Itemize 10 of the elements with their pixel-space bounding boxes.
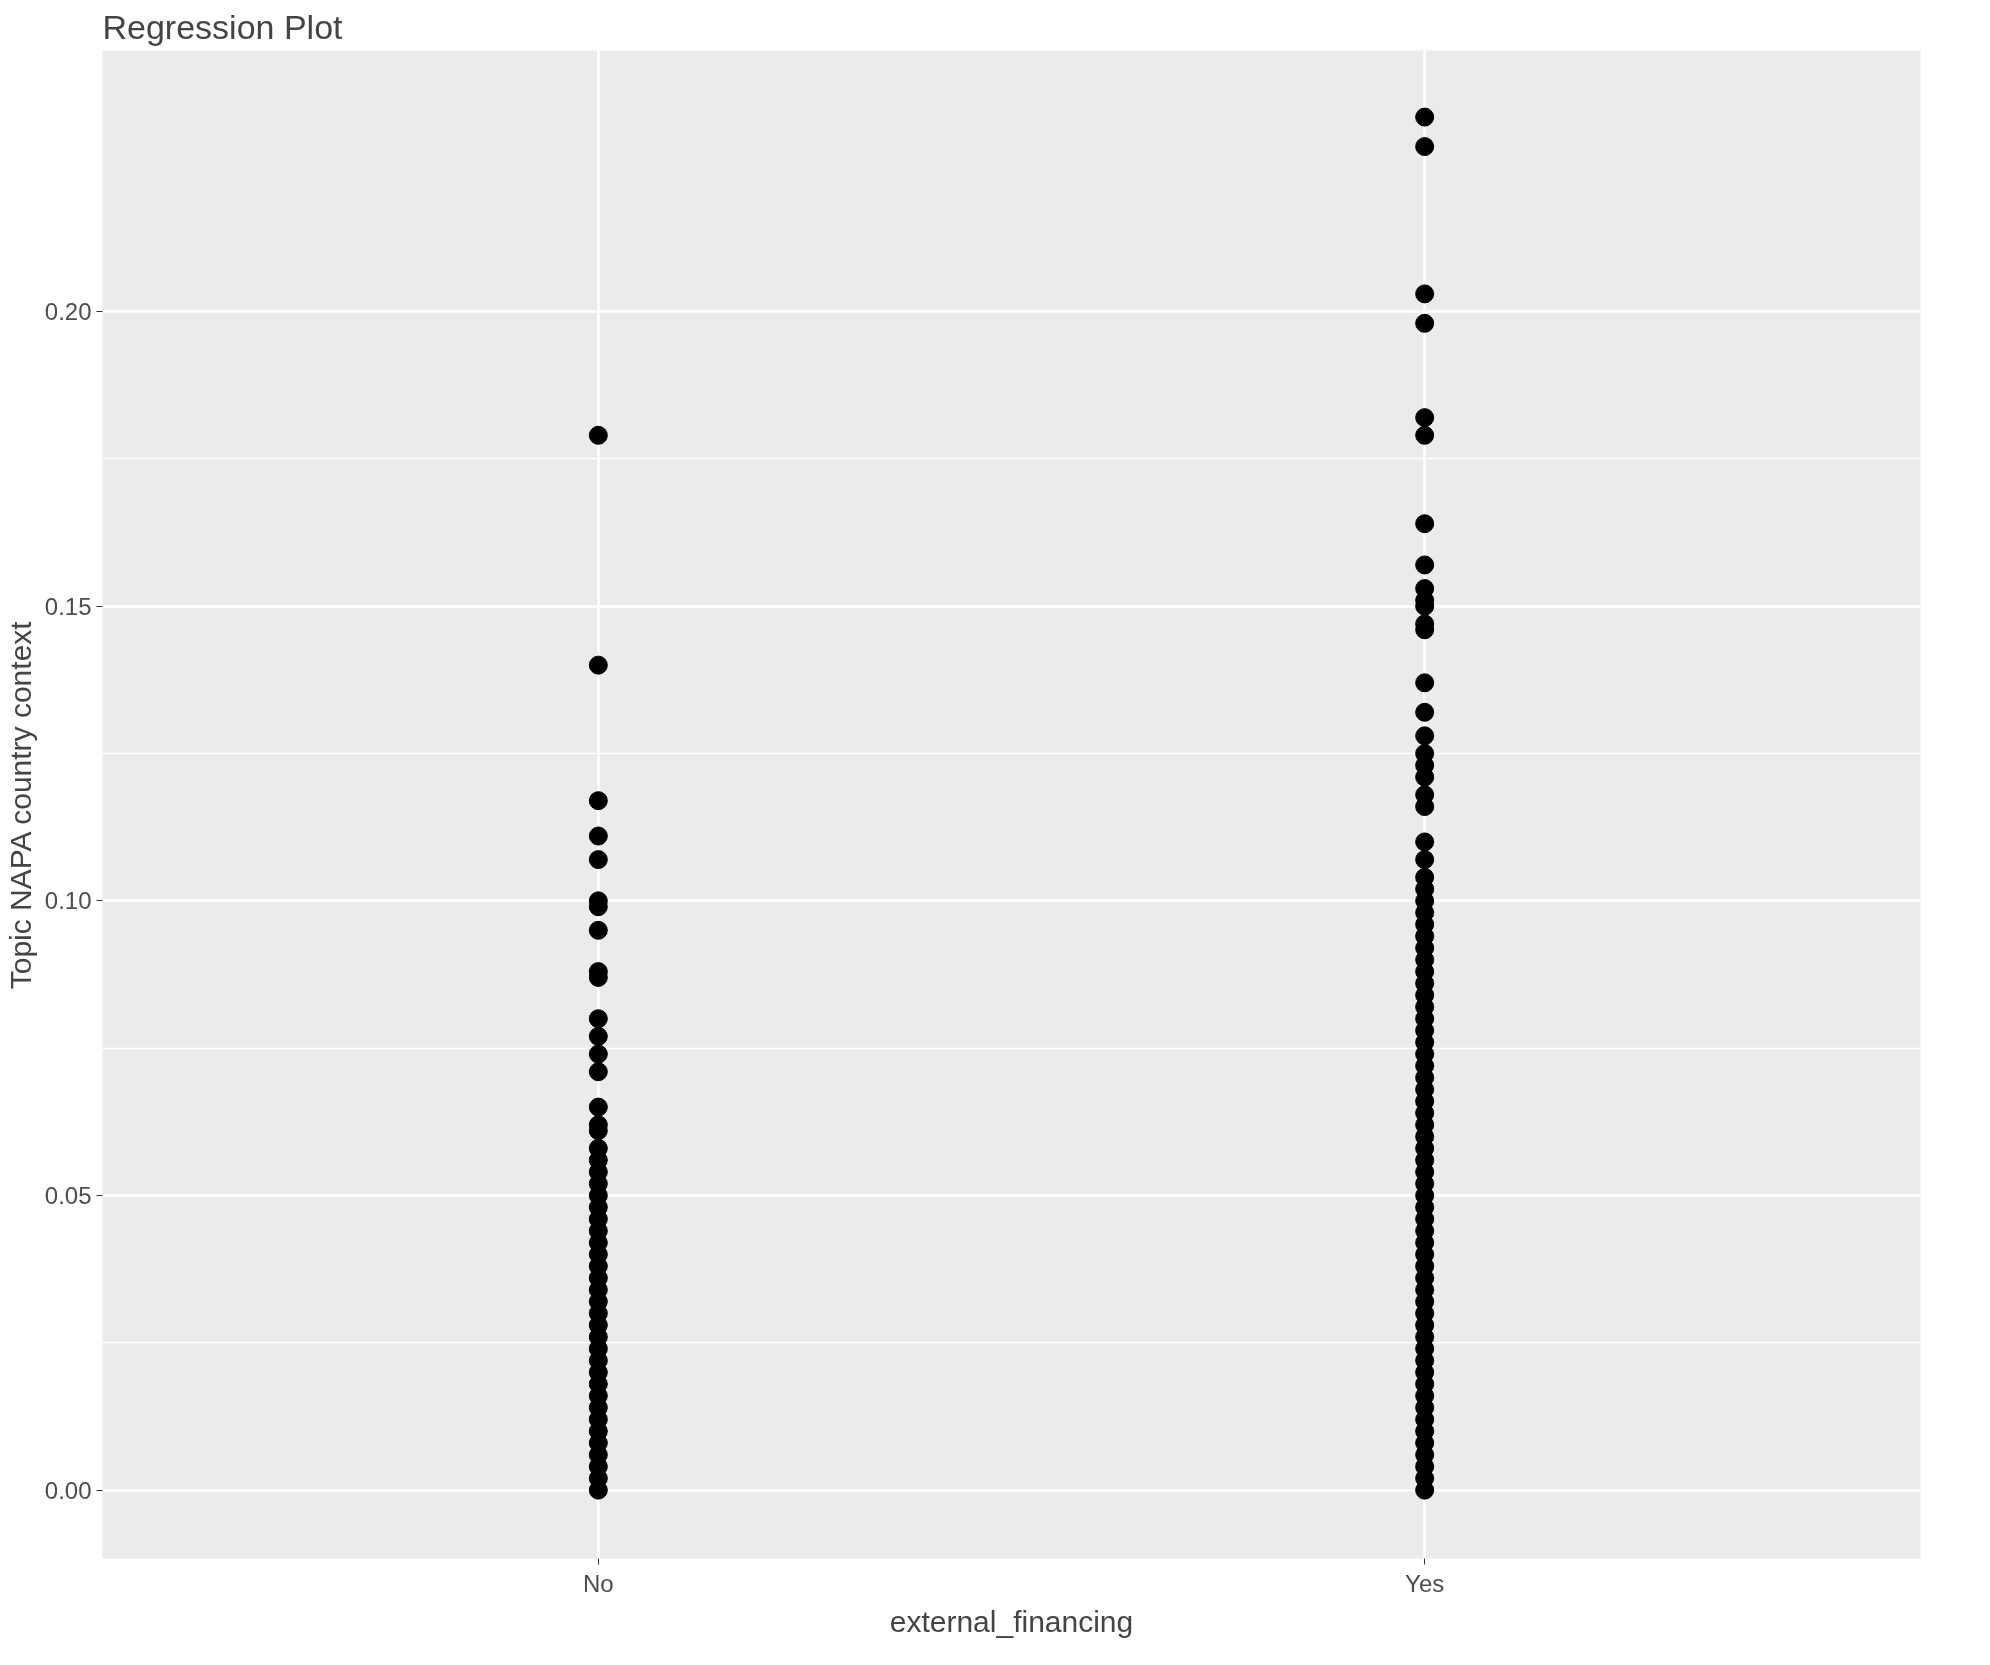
y-tick-label: 0.00 [44, 1476, 92, 1504]
y-tick-label: 0.15 [44, 592, 92, 620]
x-tick-label: Yes [1405, 1569, 1445, 1597]
x-tick-label: No [582, 1569, 614, 1597]
y-tick-label: 0.20 [44, 298, 92, 326]
y-tick-label: 0.05 [44, 1182, 92, 1209]
x-axis-title: external_financing [889, 1604, 1134, 1638]
chart-title: Regression Plot [102, 7, 344, 46]
y-axis-title: Topic NAPA country context [3, 620, 37, 990]
y-tick-label: 0.10 [44, 887, 92, 915]
